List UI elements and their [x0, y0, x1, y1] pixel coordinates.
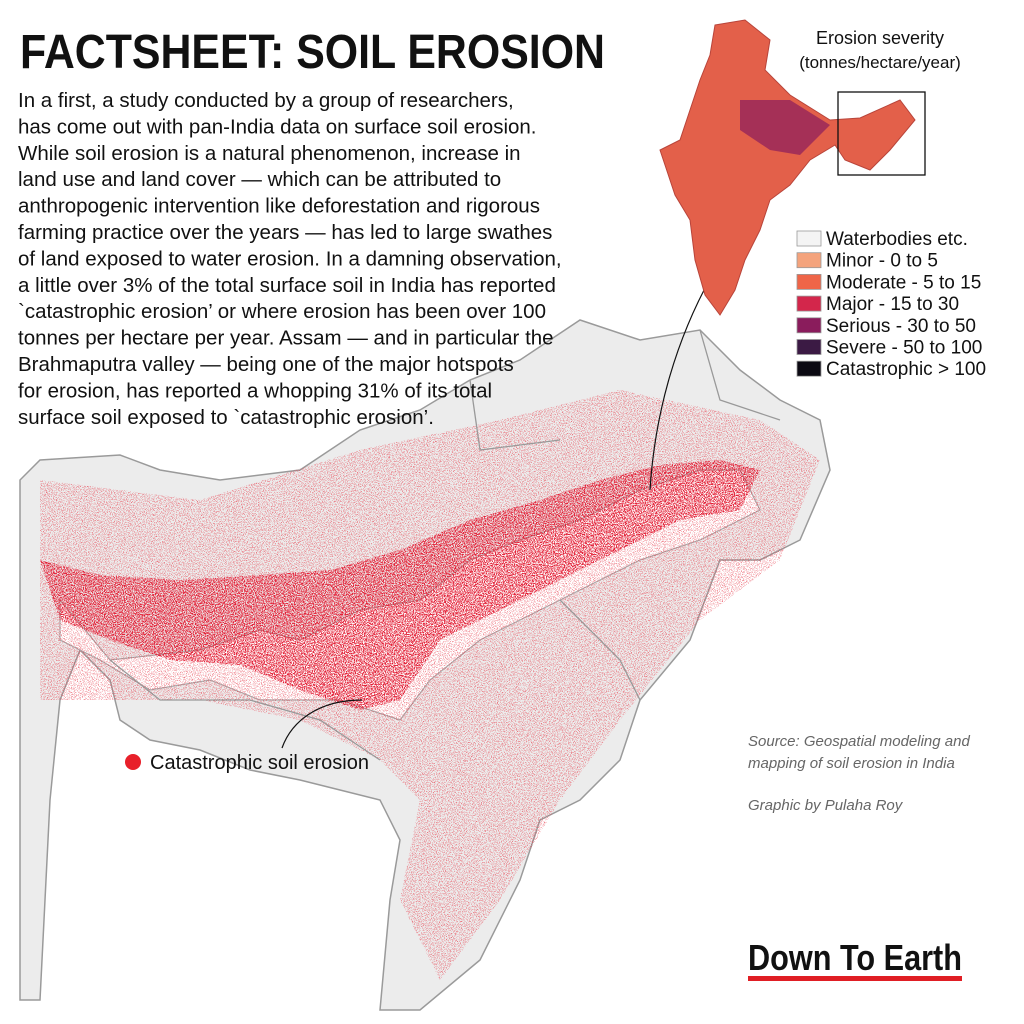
body-line: farming practice over the years — has le…: [18, 221, 552, 244]
credit: Graphic by Pulaha Roy: [748, 797, 904, 814]
legend-label: Severe - 50 to 100: [826, 338, 982, 359]
callout-line: [281, 699, 363, 749]
body-text: In a first, a study conducted by a group…: [18, 89, 562, 429]
legend-label: Catastrophic > 100: [826, 359, 986, 380]
marker-label: Catastrophic soil erosion: [150, 752, 369, 774]
legend-label: Serious - 30 to 50: [826, 316, 976, 337]
brand-underline: [748, 976, 962, 981]
body-line: has come out with pan-India data on surf…: [18, 115, 537, 138]
legend-swatch: [796, 360, 822, 377]
legend-swatch: [796, 230, 822, 247]
legend-swatch: [796, 295, 822, 312]
legend-subtitle: (tonnes/hectare/year): [799, 53, 961, 72]
title: FACTSHEET: SOIL EROSION: [20, 26, 605, 79]
body-line: land use and land cover — which can be a…: [18, 168, 501, 191]
legend-title: Erosion severity: [816, 28, 944, 48]
source-line: mapping of soil erosion in India: [748, 755, 955, 772]
inset-map: [659, 19, 926, 316]
erosion-scatter: [40, 390, 820, 980]
body-line: anthropogenic intervention like deforest…: [18, 195, 540, 218]
legend-label: Moderate - 5 to 15: [826, 272, 981, 293]
legend-swatch: [796, 273, 822, 290]
body-line: for erosion, has reported a whopping 31%…: [18, 379, 492, 402]
legend-swatch: [796, 252, 822, 269]
body-line: Brahmaputra valley — being one of the ma…: [18, 353, 514, 376]
legend-swatch: [796, 339, 822, 355]
inset-hotspot: [740, 100, 830, 155]
legend-label: Major - 15 to 30: [826, 294, 959, 315]
source-line: Source: Geospatial modeling and: [748, 733, 970, 750]
legend-swatch: [796, 317, 822, 334]
brand: Down To Earth: [748, 937, 962, 978]
marker-dot: [125, 754, 141, 770]
legend-label: Waterbodies etc.: [826, 229, 968, 250]
body-line: tonnes per hectare per year. Assam — and…: [18, 327, 554, 350]
india-outline: [659, 19, 916, 316]
legend-label: Minor - 0 to 5: [826, 251, 938, 272]
body-line: While soil erosion is a natural phenomen…: [18, 142, 521, 165]
body-line: a little over 3% of the total surface so…: [18, 274, 556, 297]
body-line: In a first, a study conducted by a group…: [18, 89, 514, 112]
regional-map: [19, 319, 831, 1011]
border-line: [109, 329, 781, 761]
inset-box: [837, 91, 926, 176]
body-line: surface soil exposed to `catastrophic er…: [18, 406, 434, 429]
body-line: `catastrophic erosion’ or where erosion …: [18, 300, 546, 323]
body-line: of land exposed to water erosion. In a d…: [18, 247, 562, 270]
